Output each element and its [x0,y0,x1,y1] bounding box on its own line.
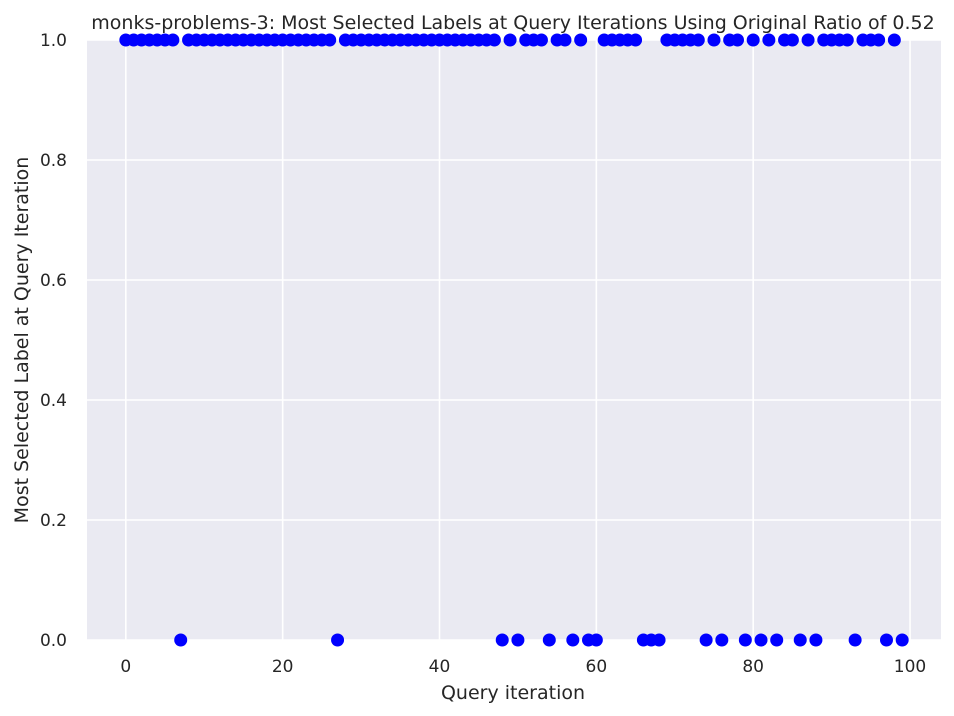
scatter-point [754,633,768,647]
y-axis-label: Most Selected Label at Query Iteration [11,157,33,524]
scatter-point [872,33,886,47]
scatter-point [174,633,188,647]
scatter-point [495,633,509,647]
x-tick-label: 40 [429,657,451,677]
y-tick-label: 1.0 [40,31,67,51]
data-points [119,33,909,647]
x-tick-label: 20 [272,657,294,677]
scatter-point [699,633,713,647]
scatter-point [629,33,643,47]
scatter-point [566,633,580,647]
scatter-point [793,633,807,647]
x-tick-label: 0 [120,657,131,677]
scatter-point [770,633,784,647]
x-tick-label: 80 [742,657,764,677]
scatter-point [511,633,525,647]
x-axis-label: Query iteration [441,682,585,704]
scatter-point [715,633,729,647]
scatter-point [574,33,588,47]
scatter-point [895,633,909,647]
y-tick-label: 0.8 [40,151,67,171]
scatter-point [746,33,760,47]
scatter-point [691,33,705,47]
y-tick-label: 0.2 [40,511,67,531]
chart-title: monks-problems-3: Most Selected Labels a… [91,12,934,34]
scatter-point [487,33,501,47]
scatter-point [707,33,721,47]
scatter-point [785,33,799,47]
scatter-point [652,633,666,647]
scatter-point [166,33,180,47]
x-axis-ticks: 0 20 40 60 80 100 [120,657,926,677]
scatter-point [887,33,901,47]
scatter-point [840,33,854,47]
y-tick-label: 0.4 [40,391,67,411]
scatter-point [589,633,603,647]
scatter-point [323,33,337,47]
y-tick-label: 0.0 [40,631,67,651]
x-tick-label: 100 [894,657,926,677]
scatter-point [331,633,345,647]
scatter-point [738,633,752,647]
scatter-point [558,33,572,47]
scatter-point [534,33,548,47]
y-tick-label: 0.6 [40,271,67,291]
plot-area [87,40,941,640]
y-axis-ticks: 0.0 0.2 0.4 0.6 0.8 1.0 [40,31,67,651]
scatter-point [879,633,893,647]
scatter-point [762,33,776,47]
scatter-point [730,33,744,47]
scatter-point [809,633,823,647]
scatter-point [848,633,862,647]
x-tick-label: 60 [586,657,608,677]
scatter-point [503,33,517,47]
scatter-point [801,33,815,47]
scatter-point [542,633,556,647]
